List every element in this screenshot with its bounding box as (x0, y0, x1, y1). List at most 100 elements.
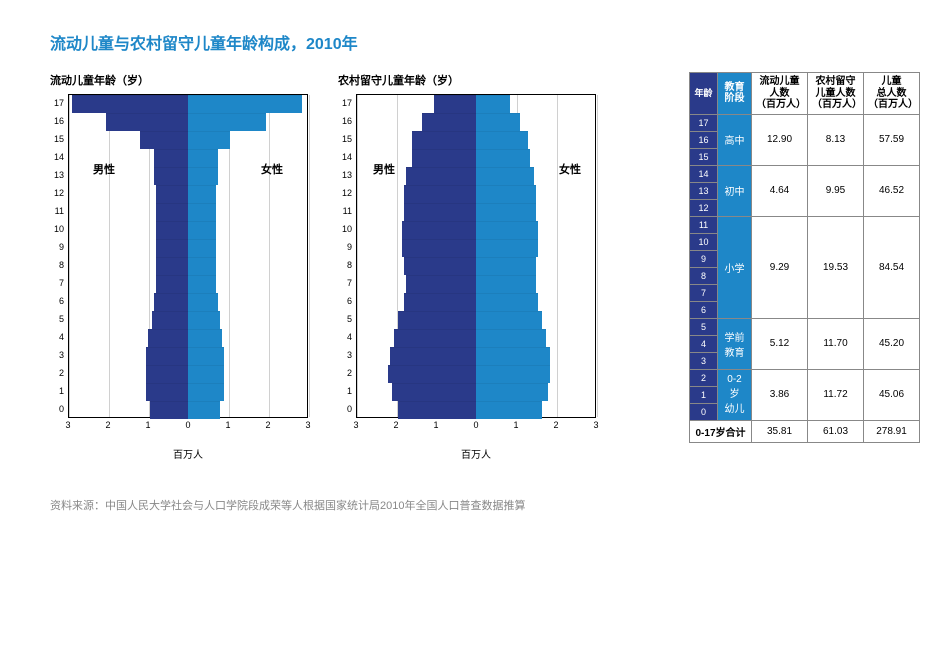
y-tick-label: 1 (59, 386, 64, 396)
age-cell: 10 (690, 233, 718, 250)
bar-male (156, 185, 188, 203)
bar-female (476, 131, 528, 149)
pyramid-chart: 流动儿童年龄（岁）17161514131211109876543210男性女性3… (50, 72, 308, 461)
x-tick-label: 1 (225, 420, 230, 430)
bar-female (476, 293, 538, 311)
bar-female (476, 221, 538, 239)
y-tick-label: 16 (54, 116, 64, 126)
y-tick-label: 15 (54, 134, 64, 144)
pyramid-chart: 农村留守儿童年龄（岁）17161514131211109876543210男性女… (338, 72, 596, 461)
bar-male (404, 203, 476, 221)
age-cell: 17 (690, 114, 718, 131)
bar-female (188, 167, 218, 185)
y-tick-label: 10 (342, 224, 352, 234)
value-cell: 46.52 (864, 165, 920, 216)
y-tick-label: 13 (54, 170, 64, 180)
bar-female (476, 167, 534, 185)
bar-female (476, 365, 550, 383)
bar-female (188, 221, 216, 239)
bar-male (140, 131, 188, 149)
total-value: 278.91 (864, 420, 920, 442)
value-cell: 45.06 (864, 369, 920, 420)
edu-cell: 初中 (718, 165, 752, 216)
table-header: 流动儿童 人数 （百万人） (752, 73, 808, 115)
total-value: 61.03 (808, 420, 864, 442)
bar-female (188, 257, 216, 275)
x-tick-label: 3 (353, 420, 358, 430)
bar-female (188, 347, 224, 365)
y-tick-label: 11 (343, 206, 352, 216)
bar-male (388, 365, 476, 383)
y-tick-label: 2 (347, 368, 352, 378)
bar-male (156, 221, 188, 239)
age-cell: 11 (690, 216, 718, 233)
table-header: 教育阶段 (718, 73, 752, 115)
y-tick-label: 12 (54, 188, 64, 198)
male-label: 男性 (373, 161, 395, 177)
bar-male (390, 347, 476, 365)
table-row: 14初中4.649.9546.52 (690, 165, 920, 182)
x-tick-label: 3 (305, 420, 310, 430)
x-tick-label: 3 (65, 420, 70, 430)
edu-cell: 0-2 岁 幼儿 (718, 369, 752, 420)
edu-cell: 小学 (718, 216, 752, 318)
table-row: 5学前 教育5.1211.7045.20 (690, 318, 920, 335)
y-tick-label: 1 (347, 386, 352, 396)
bar-male (156, 275, 188, 293)
bar-female (188, 383, 224, 401)
value-cell: 9.95 (808, 165, 864, 216)
y-tick-label: 9 (347, 242, 352, 252)
bar-male (106, 113, 188, 131)
bar-female (188, 329, 222, 347)
x-tick-label: 1 (513, 420, 518, 430)
y-tick-label: 10 (54, 224, 64, 234)
y-tick-label: 8 (347, 260, 352, 270)
pyramid-title: 流动儿童年龄（岁） (50, 72, 308, 88)
female-label: 女性 (559, 161, 581, 177)
y-tick-label: 0 (347, 404, 352, 414)
bar-male (146, 383, 188, 401)
y-tick-label: 12 (342, 188, 352, 198)
value-cell: 11.70 (808, 318, 864, 369)
y-tick-label: 8 (59, 260, 64, 270)
y-tick-label: 0 (59, 404, 64, 414)
age-cell: 9 (690, 250, 718, 267)
value-cell: 11.72 (808, 369, 864, 420)
bar-male (156, 257, 188, 275)
bar-female (476, 113, 520, 131)
table-header: 儿童 总人数 （百万人） (864, 73, 920, 115)
bar-male (148, 329, 188, 347)
bar-male (156, 239, 188, 257)
value-cell: 9.29 (752, 216, 808, 318)
bar-male (398, 401, 476, 419)
table-row: 17高中12.908.1357.59 (690, 114, 920, 131)
bar-male (72, 95, 188, 113)
table-header: 农村留守 儿童人数 （百万人） (808, 73, 864, 115)
y-tick-label: 2 (59, 368, 64, 378)
bar-male (406, 275, 476, 293)
bar-female (476, 401, 542, 419)
bar-male (404, 293, 476, 311)
data-table-wrap: 年龄教育阶段流动儿童 人数 （百万人）农村留守 儿童人数 （百万人）儿童 总人数… (689, 72, 920, 461)
bar-female (188, 113, 266, 131)
bar-male (392, 383, 476, 401)
bar-female (188, 131, 230, 149)
y-tick-label: 5 (59, 314, 64, 324)
bar-female (188, 293, 218, 311)
bar-female (476, 329, 546, 347)
x-tick-label: 1 (433, 420, 438, 430)
age-cell: 14 (690, 165, 718, 182)
x-tick-label: 2 (265, 420, 270, 430)
value-cell: 57.59 (864, 114, 920, 165)
total-row: 0-17岁合计35.8161.03278.91 (690, 420, 920, 442)
age-cell: 1 (690, 386, 718, 403)
y-tick-label: 11 (55, 206, 64, 216)
value-cell: 45.20 (864, 318, 920, 369)
female-label: 女性 (261, 161, 283, 177)
y-tick-label: 6 (347, 296, 352, 306)
bar-male (402, 221, 476, 239)
y-tick-label: 3 (59, 350, 64, 360)
age-cell: 5 (690, 318, 718, 335)
bar-female (188, 311, 220, 329)
bar-female (188, 149, 218, 167)
